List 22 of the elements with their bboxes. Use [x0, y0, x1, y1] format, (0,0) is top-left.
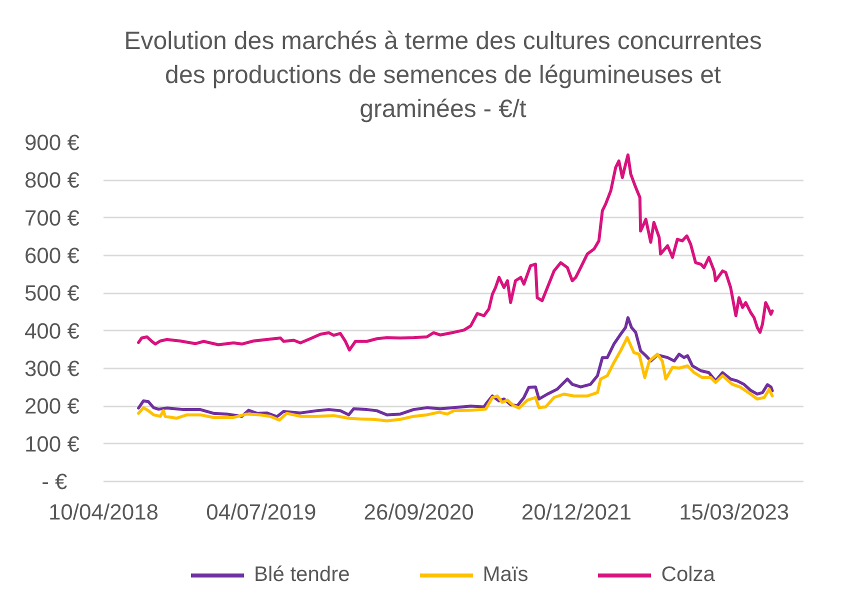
legend-label: Blé tendre [254, 563, 350, 587]
x-tick-label: 10/04/2018 [48, 500, 159, 524]
x-tick-label: 20/12/2021 [521, 500, 632, 524]
legend-label: Maïs [482, 563, 528, 587]
x-tick-label: 04/07/2019 [206, 500, 316, 524]
y-tick-label: 800 € [24, 168, 80, 193]
y-tick-label: 700 € [24, 205, 80, 230]
chart-title: Evolution des marchés à terme des cultures concurrentes des productions de semences de légumineuses et graminées - €/t [123, 26, 763, 125]
y-tick-label: 500 € [24, 280, 80, 306]
line-series [137, 316, 774, 418]
line-series [137, 336, 774, 422]
y-tick-label: 400 € [24, 318, 80, 344]
line-series [137, 153, 774, 352]
y-tick-label: 100 € [24, 431, 80, 456]
legend-label: Colza [661, 563, 715, 587]
y-tick-label: 900 € [24, 130, 80, 155]
y-tick-label: 200 € [24, 394, 80, 419]
y-tick-label: 300 € [24, 356, 80, 381]
x-tick-label: 15/03/2023 [679, 500, 790, 524]
y-tick-label: 600 € [24, 243, 80, 268]
y-tick-label: - € [42, 469, 68, 494]
x-tick-label: 26/09/2020 [364, 500, 474, 524]
